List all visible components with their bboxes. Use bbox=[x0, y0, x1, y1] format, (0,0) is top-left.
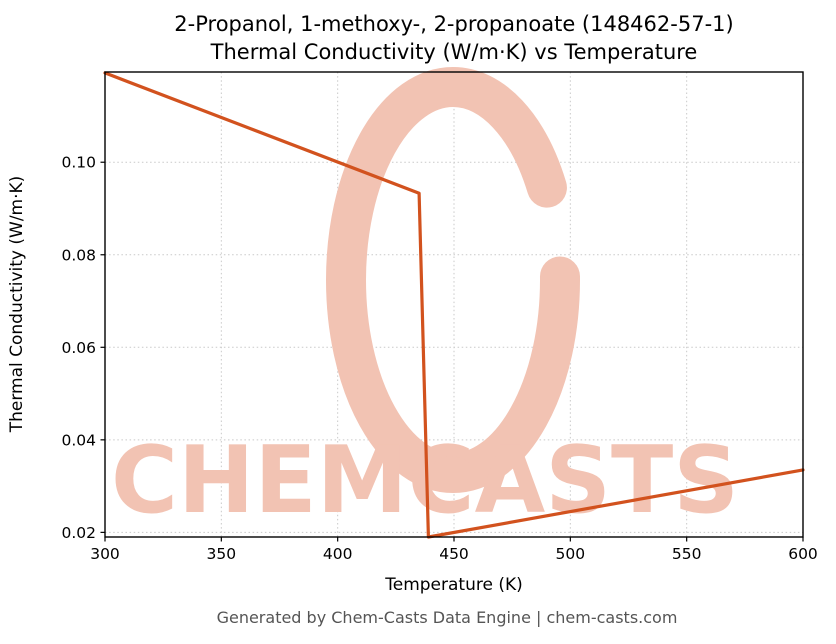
x-tick-label: 450 bbox=[439, 545, 469, 563]
watermark-swirl-icon bbox=[326, 67, 580, 493]
y-tick-label: 0.02 bbox=[61, 524, 96, 542]
y-axis-label: Thermal Conductivity (W/m·K) bbox=[7, 176, 27, 434]
x-tick-label: 350 bbox=[207, 545, 237, 563]
footer-text: Generated by Chem-Casts Data Engine | ch… bbox=[217, 608, 678, 627]
y-tick-label: 0.08 bbox=[61, 246, 96, 264]
chart-title-line2: Thermal Conductivity (W/m·K) vs Temperat… bbox=[210, 40, 698, 64]
x-tick-label: 500 bbox=[556, 545, 586, 563]
x-tick-label: 600 bbox=[788, 545, 818, 563]
y-tick-label: 0.10 bbox=[61, 154, 96, 172]
x-tick-label: 400 bbox=[323, 545, 353, 563]
chart-title-line1: 2-Propanol, 1-methoxy-, 2-propanoate (14… bbox=[174, 12, 733, 36]
y-tick-label: 0.04 bbox=[61, 431, 96, 449]
x-axis-label: Temperature (K) bbox=[384, 575, 523, 595]
x-tick-label: 550 bbox=[672, 545, 702, 563]
y-tick-label: 0.06 bbox=[61, 339, 96, 357]
series-line-thermal-conductivity bbox=[103, 71, 805, 539]
x-tick-label: 300 bbox=[90, 545, 120, 563]
axes-layer: 300 350 400 450 500 550 600 0.02 0.04 0.06 0.08 0.1… bbox=[61, 154, 817, 563]
series-layer bbox=[103, 71, 805, 539]
